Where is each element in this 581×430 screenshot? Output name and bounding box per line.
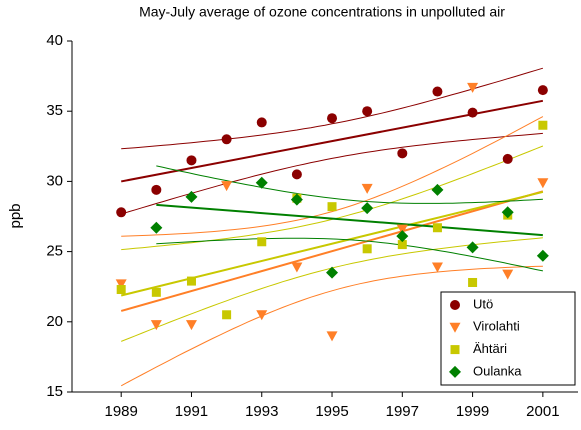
x-tick-label: 1991 xyxy=(175,403,208,420)
x-tick-label: 1993 xyxy=(245,403,278,420)
marker xyxy=(362,106,373,117)
marker xyxy=(449,365,461,378)
marker xyxy=(327,202,337,212)
x-tick-label: 1995 xyxy=(315,403,348,420)
marker xyxy=(397,148,408,159)
legend-label: Oulanka xyxy=(473,363,522,378)
y-tick-label: 40 xyxy=(46,32,63,49)
confidence-band xyxy=(156,237,543,272)
marker xyxy=(186,155,197,166)
marker xyxy=(257,237,267,247)
confidence-band xyxy=(121,116,544,237)
confidence-band xyxy=(121,67,544,150)
marker xyxy=(467,107,478,118)
legend-label: Utö xyxy=(473,296,493,311)
chart-title: May-July average of ozone concentrations… xyxy=(139,4,505,20)
marker xyxy=(537,178,549,189)
marker xyxy=(256,117,267,128)
marker xyxy=(468,277,478,287)
y-tick-label: 30 xyxy=(46,172,63,189)
marker xyxy=(362,244,372,254)
marker xyxy=(150,320,162,331)
marker xyxy=(361,202,374,215)
legend-label: Virolahti xyxy=(473,319,520,334)
legend-label: Ähtäri xyxy=(473,341,507,356)
marker xyxy=(222,310,232,320)
y-tick-label: 15 xyxy=(46,383,63,400)
marker xyxy=(537,85,548,96)
marker xyxy=(326,331,338,342)
marker xyxy=(185,190,198,203)
marker xyxy=(466,241,479,254)
marker xyxy=(502,153,513,164)
marker xyxy=(116,285,126,295)
marker xyxy=(467,82,479,93)
marker xyxy=(536,249,549,262)
marker xyxy=(185,320,197,331)
marker xyxy=(291,262,303,273)
marker xyxy=(256,310,268,321)
y-tick-label: 20 xyxy=(46,313,63,330)
marker xyxy=(151,287,161,297)
marker xyxy=(186,276,196,286)
marker xyxy=(538,120,548,130)
y-axis-label: ppb xyxy=(7,203,24,228)
marker xyxy=(397,240,407,250)
marker xyxy=(221,134,232,145)
marker xyxy=(431,183,444,196)
marker xyxy=(290,193,303,206)
x-tick-label: 1989 xyxy=(105,403,138,420)
marker xyxy=(326,266,339,279)
marker xyxy=(151,184,162,195)
marker xyxy=(115,279,127,290)
marker xyxy=(501,206,514,219)
marker xyxy=(396,224,408,235)
confidence-band xyxy=(120,265,543,387)
y-tick-label: 25 xyxy=(46,243,63,260)
marker xyxy=(502,269,514,280)
marker xyxy=(432,86,443,97)
marker xyxy=(450,300,460,310)
confidence-band xyxy=(156,165,543,204)
marker xyxy=(396,230,409,243)
marker xyxy=(116,207,127,218)
trend-line xyxy=(120,190,544,312)
marker xyxy=(221,181,233,192)
legend-box xyxy=(440,291,576,386)
marker xyxy=(449,322,461,333)
marker xyxy=(431,262,443,273)
marker xyxy=(327,113,338,124)
trend-line xyxy=(121,99,544,183)
marker xyxy=(450,345,460,355)
y-tick-label: 35 xyxy=(46,102,63,119)
marker xyxy=(432,223,442,233)
marker xyxy=(150,221,163,234)
x-tick-label: 2001 xyxy=(526,403,559,420)
marker xyxy=(291,169,302,180)
marker xyxy=(255,176,268,189)
marker xyxy=(361,183,373,194)
x-tick-label: 1997 xyxy=(386,403,419,420)
trend-line xyxy=(156,203,543,237)
x-tick-label: 1999 xyxy=(456,403,489,420)
